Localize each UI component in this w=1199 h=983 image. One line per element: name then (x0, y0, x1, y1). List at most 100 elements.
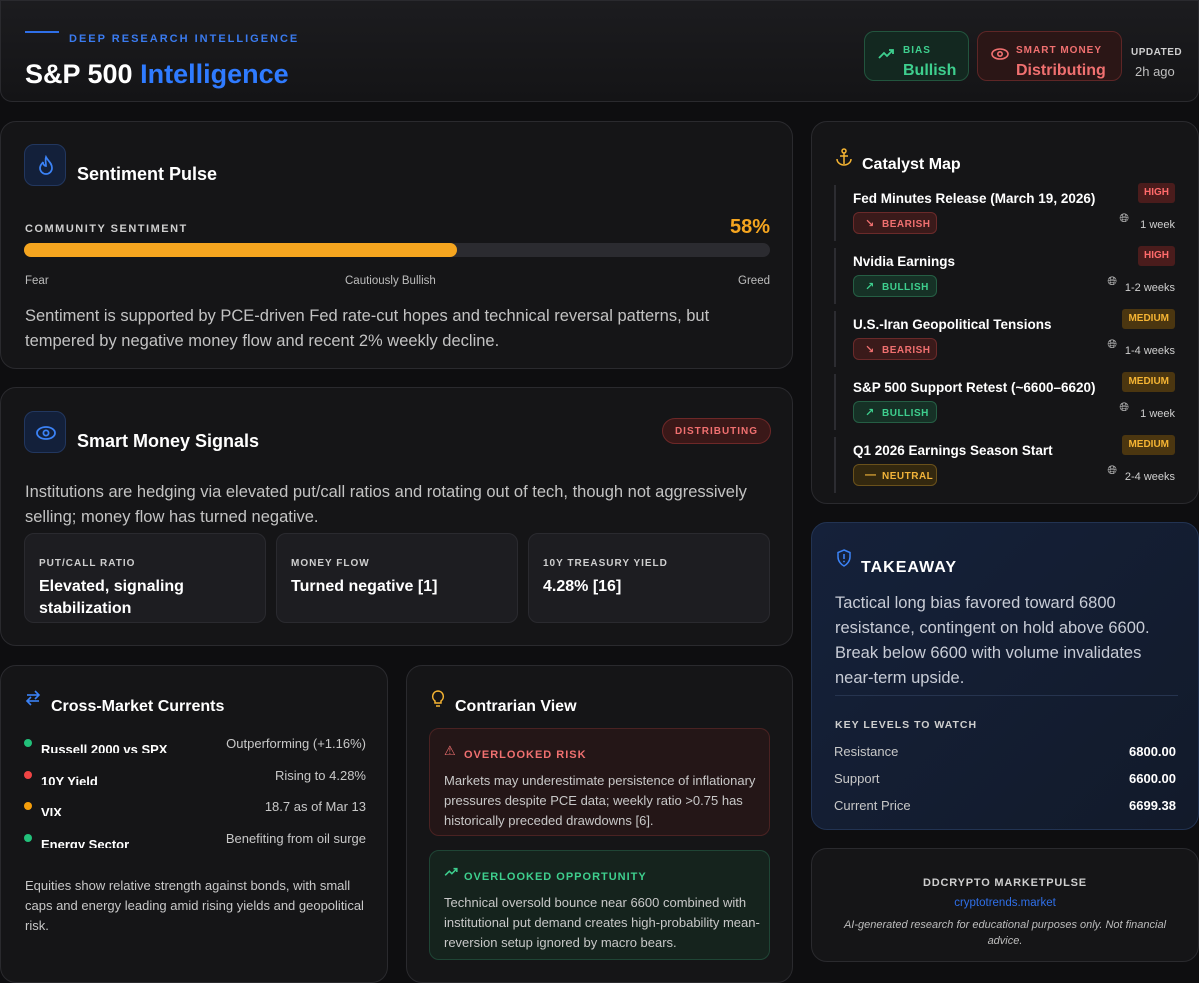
timeframe: 1-2 weeks (1124, 282, 1175, 294)
takeaway-title: TAKEAWAY (861, 559, 958, 576)
catalyst-item[interactable]: U.S.-Iran Geopolitical Tensions ↘ BEARISH… (834, 309, 1179, 367)
updated-value: 2h ago (1135, 64, 1175, 79)
key-levels-label: KEY LEVELS TO WATCH (835, 719, 978, 731)
updated-label: UPDATED (1131, 47, 1183, 58)
catalyst-title: Catalyst Map (862, 156, 961, 173)
impact-badge: MEDIUM (1122, 435, 1175, 455)
impact-badge: MEDIUM (1122, 372, 1175, 392)
timeframe: 1-4 weeks (1124, 345, 1175, 357)
eye-icon (24, 411, 66, 453)
eye-icon (991, 47, 1009, 65)
catalyst-name: S&P 500 Support Retest (~6600–6620) (853, 380, 1096, 395)
overlooked-opportunity-label: OVERLOOKED OPPORTUNITY (464, 871, 647, 883)
anchor-icon (836, 148, 852, 171)
eyebrow-text: DEEP RESEARCH INTELLIGENCE (69, 33, 300, 45)
title-accent: Intelligence (140, 59, 289, 89)
catalyst-name: Fed Minutes Release (March 19, 2026) (853, 191, 1096, 206)
metric-money-flow: MONEY FLOW Turned negative [1] (276, 533, 518, 623)
takeaway-text: Tactical long bias favored toward 6800 r… (835, 594, 1150, 687)
cross-market-card: Cross-Market Currents Equities show rela… (0, 665, 388, 983)
sentiment-text: BEARISH (882, 219, 931, 230)
trending-up-icon (444, 865, 458, 880)
impact-badge: HIGH (1138, 246, 1175, 266)
cross-market-row: Russell 2000 vs SPX Outperforming (+1.16… (24, 735, 366, 753)
footer-link-text[interactable]: cryptotrends.market (954, 897, 1056, 909)
globe-icon: 🌐︎ (1119, 400, 1129, 414)
sentiment-percent: 58% (729, 216, 770, 238)
impact-badge: MEDIUM (1122, 309, 1175, 329)
row-value: Rising to 4.28% (274, 768, 366, 783)
impact-badge: HIGH (1138, 183, 1175, 203)
sentiment-badge: — NEUTRAL (853, 464, 937, 486)
metric-label: MONEY FLOW (291, 558, 370, 569)
trending-up-icon (878, 47, 894, 65)
contrarian-title: Contrarian View (455, 698, 577, 715)
timeframe: 1 week (1140, 219, 1175, 231)
metric-put-call: PUT/CALL RATIO Elevated, signaling stabi… (24, 533, 266, 623)
lightbulb-icon (431, 690, 445, 713)
row-value: Outperforming (+1.16%) (226, 736, 366, 751)
catalyst-item[interactable]: Fed Minutes Release (March 19, 2026) ↘ BE… (834, 183, 1179, 241)
globe-icon: 🌐︎ (1107, 337, 1117, 351)
sentiment-badge: ↘ BEARISH (853, 338, 937, 360)
catalyst-item[interactable]: S&P 500 Support Retest (~6600–6620) ↗ BUL… (834, 372, 1179, 430)
bias-pill: BIAS Bullish (864, 31, 969, 81)
level-label: Current Price (834, 798, 911, 813)
sentiment-bar-fill (24, 243, 457, 257)
level-value: 6699.38 (1129, 798, 1176, 813)
sentiment-description: Sentiment is supported by PCE-driven Fed… (25, 307, 710, 350)
metric-treasury-yield: 10Y TREASURY YIELD 4.28% [16] (528, 533, 770, 623)
trending-down-icon: ↘ (865, 344, 875, 356)
level-value: 6600.00 (1129, 771, 1176, 786)
cross-market-summary: Equities show relative strength against … (25, 878, 364, 933)
sentiment-badge: ↘ BEARISH (853, 212, 937, 234)
cross-market-title: Cross-Market Currents (51, 698, 225, 715)
title-main: S&P 500 (25, 59, 133, 89)
overlooked-risk-text: Markets may underestimate persistence of… (444, 773, 756, 828)
globe-icon: 🌐︎ (1107, 274, 1117, 288)
scale-mid: Cautiously Bullish (345, 275, 436, 287)
trending-up-icon: ↗ (865, 281, 875, 293)
catalyst-name: Q1 2026 Earnings Season Start (853, 443, 1053, 458)
row-label: 10Y Yield (41, 774, 98, 785)
cross-market-row: 10Y Yield Rising to 4.28% (24, 767, 366, 785)
scale-greed: Greed (738, 275, 770, 287)
status-dot (24, 739, 32, 747)
metric-label: PUT/CALL RATIO (39, 558, 136, 569)
level-label: Support (834, 771, 880, 786)
status-dot (24, 771, 32, 779)
scale-fear: Fear (25, 275, 49, 287)
row-value: Benefiting from oil surge (225, 831, 366, 846)
divider (835, 695, 1178, 696)
footer-link[interactable]: cryptotrends.market (812, 897, 1198, 909)
timeframe: 2-4 weeks (1124, 471, 1175, 483)
catalyst-item[interactable]: Nvidia Earnings ↗ BULLISH HIGH 🌐︎ 1-2 wee… (834, 246, 1179, 304)
minus-icon: — (865, 469, 877, 481)
catalyst-name: U.S.-Iran Geopolitical Tensions (853, 317, 1052, 332)
eyebrow-line (25, 31, 59, 33)
distributing-badge: DISTRIBUTING (662, 418, 771, 444)
globe-icon: 🌐︎ (1107, 463, 1117, 477)
sentiment-text: BEARISH (882, 345, 931, 356)
cross-market-row: Energy Sector Benefiting from oil surge (24, 830, 366, 848)
alert-triangle-icon: ⚠ (444, 743, 456, 758)
smart-money-value: Distributing (1016, 62, 1106, 79)
catalyst-item[interactable]: Q1 2026 Earnings Season Start — NEUTRAL M… (834, 435, 1179, 493)
sentiment-title: Sentiment Pulse (77, 164, 218, 184)
timeframe: 1 week (1140, 408, 1175, 420)
level-label: Resistance (834, 744, 899, 759)
swap-icon (25, 690, 41, 711)
smart-money-pill: SMART MONEY Distributing (977, 31, 1122, 81)
footer-brand: DDCRYPTO MARKETPULSE (923, 877, 1087, 889)
row-value: 18.7 as of Mar 13 (264, 799, 366, 814)
overlooked-risk-label: OVERLOOKED RISK (464, 749, 587, 761)
cross-market-row: VIX 18.7 as of Mar 13 (24, 798, 366, 816)
metric-value: 4.28% [16] (543, 578, 622, 595)
sentiment-badge: ↗ BULLISH (853, 275, 937, 297)
sentiment-text: BULLISH (882, 408, 929, 419)
footer-disclaimer: AI-generated research for educational pu… (843, 919, 1167, 947)
flame-icon (24, 144, 66, 186)
metric-label: 10Y TREASURY YIELD (543, 558, 668, 569)
globe-icon: 🌐︎ (1119, 211, 1129, 225)
level-value: 6800.00 (1129, 744, 1176, 759)
